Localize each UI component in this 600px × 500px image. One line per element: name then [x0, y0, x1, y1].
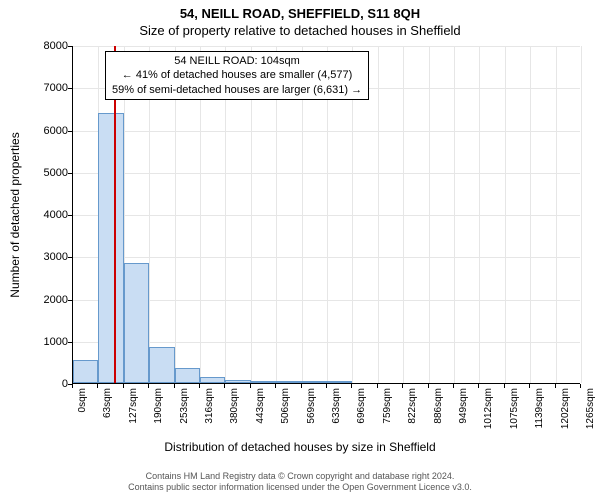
x-tick-mark — [351, 384, 352, 388]
x-tick-mark — [97, 384, 98, 388]
x-tick-label: 63sqm — [102, 388, 113, 434]
x-tick-label: 1202sqm — [560, 388, 571, 434]
histogram-bar — [276, 381, 301, 383]
gridline-v — [429, 46, 430, 383]
x-tick-label: 127sqm — [128, 388, 139, 434]
y-tick-label: 2000 — [8, 294, 68, 306]
gridline-v — [530, 46, 531, 383]
x-tick-label: 886sqm — [433, 388, 444, 434]
x-tick-mark — [224, 384, 225, 388]
x-tick-label: 380sqm — [229, 388, 240, 434]
gridline-v — [378, 46, 379, 383]
x-tick-mark — [250, 384, 251, 388]
x-tick-label: 759sqm — [382, 388, 393, 434]
y-tick-label: 8000 — [8, 40, 68, 52]
y-tick-label: 7000 — [8, 82, 68, 94]
x-tick-label: 633sqm — [331, 388, 342, 434]
x-tick-mark — [326, 384, 327, 388]
y-tick-label: 6000 — [8, 125, 68, 137]
y-tick-label: 5000 — [8, 167, 68, 179]
y-tick-label: 3000 — [8, 251, 68, 263]
y-tick-label: 4000 — [8, 209, 68, 221]
x-tick-mark — [402, 384, 403, 388]
x-tick-mark — [72, 384, 73, 388]
x-tick-label: 1012sqm — [483, 388, 494, 434]
histogram-bar — [73, 360, 98, 383]
annotation-box: 54 NEILL ROAD: 104sqm ← 41% of detached … — [105, 51, 369, 100]
chart-container: 54, NEILL ROAD, SHEFFIELD, S11 8QH Size … — [0, 0, 600, 500]
x-tick-mark — [478, 384, 479, 388]
x-tick-mark — [377, 384, 378, 388]
y-tick-mark — [68, 257, 72, 258]
x-tick-label: 949sqm — [458, 388, 469, 434]
x-tick-label: 443sqm — [255, 388, 266, 434]
x-tick-mark — [174, 384, 175, 388]
x-tick-mark — [123, 384, 124, 388]
gridline-v — [581, 46, 582, 383]
x-axis-label: Distribution of detached houses by size … — [0, 440, 600, 454]
histogram-bar — [149, 347, 174, 383]
gridline-v — [403, 46, 404, 383]
x-tick-mark — [580, 384, 581, 388]
histogram-bar — [98, 113, 123, 383]
footer-line1: Contains HM Land Registry data © Crown c… — [0, 471, 600, 483]
histogram-bar — [251, 381, 276, 383]
gridline-v — [556, 46, 557, 383]
y-tick-mark — [68, 342, 72, 343]
x-tick-label: 696sqm — [356, 388, 367, 434]
x-tick-label: 1075sqm — [509, 388, 520, 434]
annotation-line1: 54 NEILL ROAD: 104sqm — [112, 54, 362, 68]
x-tick-mark — [428, 384, 429, 388]
y-tick-mark — [68, 88, 72, 89]
x-tick-label: 569sqm — [306, 388, 317, 434]
y-tick-mark — [68, 300, 72, 301]
histogram-bar — [124, 263, 149, 383]
x-tick-mark — [148, 384, 149, 388]
y-tick-mark — [68, 46, 72, 47]
gridline-v — [505, 46, 506, 383]
x-tick-mark — [504, 384, 505, 388]
annotation-line2: ← 41% of detached houses are smaller (4,… — [112, 68, 362, 82]
x-tick-mark — [275, 384, 276, 388]
histogram-bar — [175, 368, 200, 383]
page-subtitle: Size of property relative to detached ho… — [0, 21, 600, 38]
x-tick-label: 190sqm — [153, 388, 164, 434]
y-tick-mark — [68, 173, 72, 174]
page-title: 54, NEILL ROAD, SHEFFIELD, S11 8QH — [0, 0, 600, 21]
y-tick-mark — [68, 131, 72, 132]
gridline-v — [454, 46, 455, 383]
footer-line2: Contains public sector information licen… — [0, 482, 600, 494]
y-tick-label: 0 — [8, 378, 68, 390]
y-tick-mark — [68, 215, 72, 216]
x-tick-mark — [199, 384, 200, 388]
x-tick-label: 253sqm — [179, 388, 190, 434]
annotation-line3: 59% of semi-detached houses are larger (… — [112, 83, 362, 97]
x-tick-mark — [529, 384, 530, 388]
x-tick-label: 506sqm — [280, 388, 291, 434]
histogram-bar — [200, 377, 225, 383]
x-tick-label: 822sqm — [407, 388, 418, 434]
x-tick-mark — [453, 384, 454, 388]
x-tick-label: 316sqm — [204, 388, 215, 434]
x-tick-label: 1139sqm — [534, 388, 545, 434]
histogram-bar — [225, 380, 250, 383]
gridline-v — [479, 46, 480, 383]
x-tick-mark — [555, 384, 556, 388]
x-tick-mark — [301, 384, 302, 388]
x-tick-label: 0sqm — [77, 388, 88, 434]
footer: Contains HM Land Registry data © Crown c… — [0, 471, 600, 494]
x-tick-label: 1265sqm — [585, 388, 596, 434]
histogram-bar — [327, 381, 352, 383]
y-tick-label: 1000 — [8, 336, 68, 348]
histogram-bar — [302, 381, 327, 383]
